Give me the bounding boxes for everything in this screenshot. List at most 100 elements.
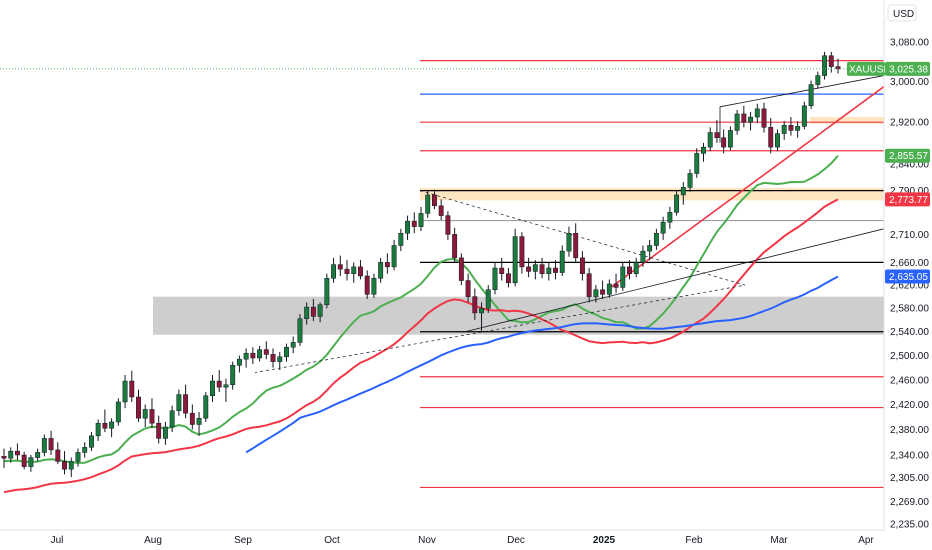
candle [721, 129, 727, 154]
candle [129, 370, 135, 402]
candle [559, 245, 565, 276]
time-tick-label: Feb [685, 535, 703, 546]
candle [741, 105, 747, 128]
candle [553, 260, 558, 280]
candle [674, 190, 680, 216]
candle [317, 302, 323, 323]
candle [149, 398, 155, 429]
channel-top-line [719, 75, 885, 108]
price-tick-label: 2,420.00 [890, 400, 929, 411]
candle [405, 215, 410, 240]
candle [445, 211, 451, 240]
moving-averages [3, 155, 839, 494]
candle [337, 255, 343, 276]
moving-average-2 [245, 275, 839, 454]
candle [539, 257, 545, 279]
candle [418, 206, 424, 232]
time-tick-label: Sep [234, 535, 252, 546]
candle [586, 268, 592, 303]
price-tick-label: 2,620.00 [890, 281, 929, 292]
candle [162, 421, 168, 445]
symbol-badge [847, 61, 885, 76]
candle [667, 206, 673, 229]
candle [351, 262, 357, 283]
candle [519, 232, 525, 274]
candle [768, 118, 774, 154]
candle [600, 280, 606, 299]
candle [270, 348, 276, 368]
candle [68, 457, 74, 477]
candle [391, 239, 397, 271]
candle [727, 126, 733, 151]
candle [808, 80, 814, 109]
candle [452, 227, 458, 263]
time-tick-label: Mar [770, 535, 788, 546]
candle [465, 273, 471, 303]
time-tick-label: Aug [144, 535, 162, 546]
price-axis-ticks: 3,080.00 3,000.00 2,920.00 2,840.00 2,790.00… [890, 38, 929, 531]
candle [761, 102, 767, 133]
candle [660, 216, 666, 240]
candle [243, 348, 249, 368]
candle [304, 302, 310, 325]
price-tick-label: 2,235.00 [890, 520, 929, 531]
candle [8, 447, 14, 463]
candle [297, 314, 303, 346]
candle [734, 109, 740, 135]
currency-label-box[interactable] [887, 4, 917, 22]
time-tick-label: Apr [858, 535, 874, 546]
price-tick-label: 2,920.00 [890, 118, 929, 129]
price-tick-label: 2,710.00 [890, 230, 929, 241]
candle [203, 392, 209, 422]
candle [505, 268, 511, 288]
zone-0 [153, 296, 884, 335]
candle [499, 257, 505, 281]
candle [640, 245, 646, 267]
price-tick-label: 2,460.00 [890, 375, 929, 386]
candle [82, 442, 88, 458]
price-badge-value: 2,855.57 [889, 151, 928, 162]
price-badge-value: 3,025.38 [889, 64, 928, 75]
price-badge-value: 2,635.05 [889, 272, 928, 283]
red-trendline [609, 85, 885, 289]
moving-average-1 [3, 198, 839, 494]
candle [284, 343, 289, 362]
time-tick-label: Oct [324, 535, 340, 546]
price-tick-label: 2,540.00 [890, 327, 929, 338]
candle [694, 148, 700, 178]
candle [701, 142, 706, 162]
time-axis-ticks: Jul Aug Sep Oct Nov Dec 2025 Feb Mar Apr [51, 535, 875, 546]
candle [438, 199, 444, 221]
candle [485, 285, 491, 313]
zone-2 [810, 117, 884, 124]
candle [183, 384, 189, 419]
price-tick-label: 2,660.00 [890, 258, 929, 269]
candle [136, 389, 141, 422]
time-tick-label: Dec [507, 535, 525, 546]
candle [384, 253, 390, 274]
price-tick-label: 3,080.00 [890, 38, 929, 49]
candle [95, 419, 101, 441]
candle [479, 302, 484, 332]
candle [653, 228, 659, 250]
candle [290, 336, 296, 354]
price-tick-label: 3,000.00 [890, 77, 929, 88]
price-badge [885, 61, 930, 76]
price-tick-label: 2,840.00 [890, 159, 929, 170]
candle [822, 51, 827, 80]
price-badge [885, 148, 930, 163]
candles [1, 51, 841, 477]
candle [815, 71, 821, 89]
candle [48, 430, 54, 455]
candle [398, 228, 404, 252]
candle [257, 345, 263, 362]
candle [236, 355, 242, 373]
candle [492, 262, 498, 295]
candle [331, 257, 337, 283]
candle [176, 389, 182, 416]
candle [41, 434, 47, 457]
candle [606, 279, 612, 298]
candle [210, 374, 215, 402]
